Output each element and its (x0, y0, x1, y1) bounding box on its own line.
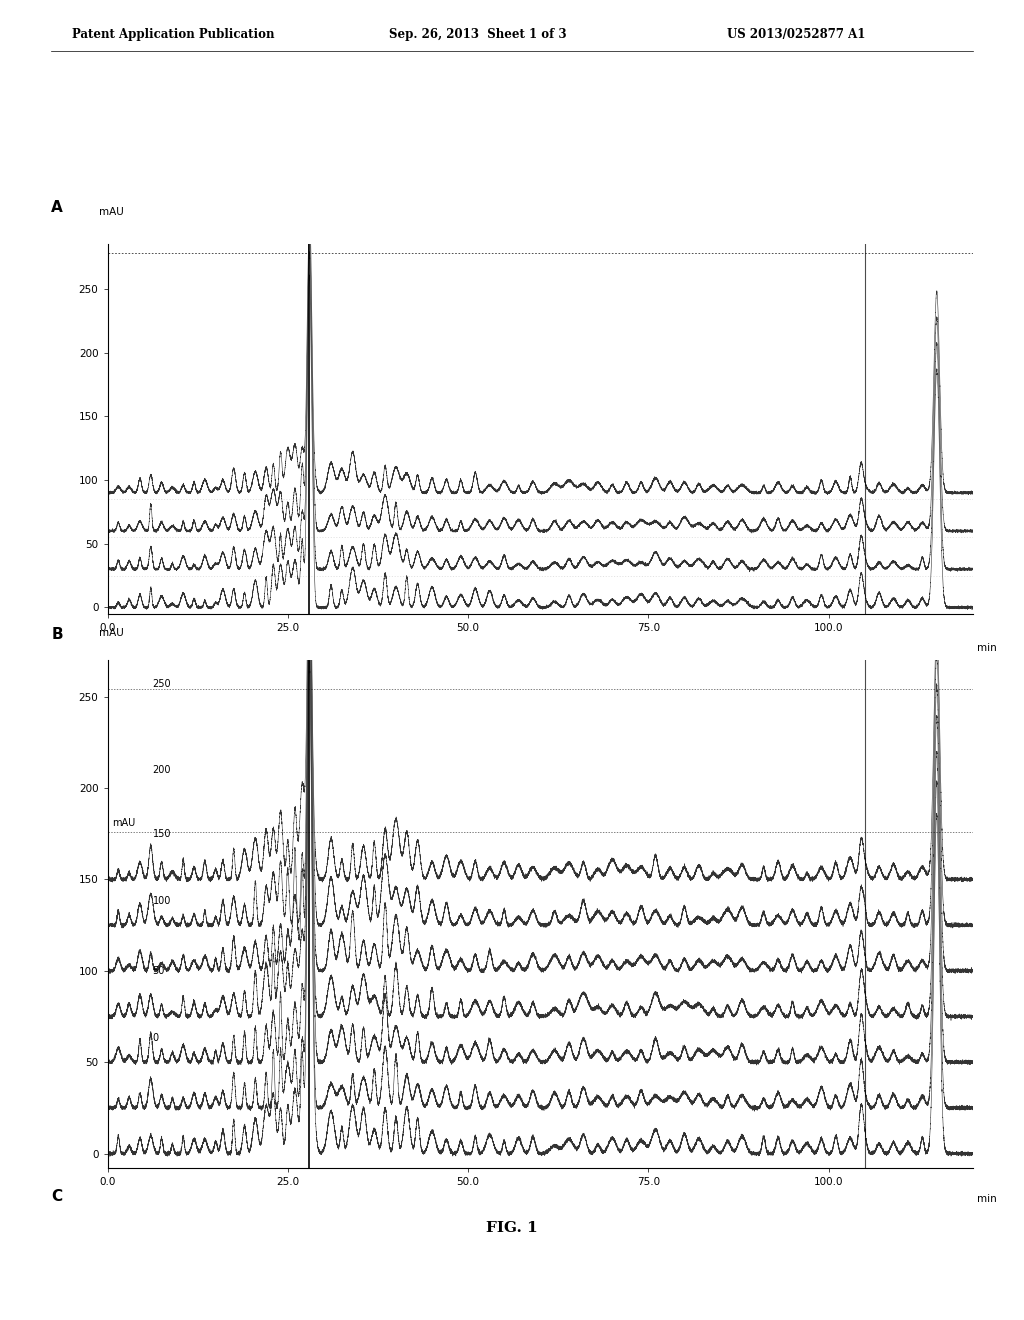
Text: 50: 50 (153, 966, 165, 975)
Text: mAU: mAU (99, 207, 124, 218)
Text: 200: 200 (153, 764, 171, 775)
Text: US 2013/0252877 A1: US 2013/0252877 A1 (727, 28, 865, 41)
Text: min: min (977, 643, 997, 653)
Text: Patent Application Publication: Patent Application Publication (72, 28, 274, 41)
Text: A: A (51, 199, 63, 215)
Text: 0: 0 (153, 1034, 159, 1043)
Text: 100: 100 (153, 896, 171, 907)
Text: mAU: mAU (112, 818, 135, 828)
Text: FIG. 1: FIG. 1 (486, 1221, 538, 1236)
Text: min: min (977, 1193, 997, 1204)
Text: mAU: mAU (99, 628, 124, 639)
Text: 150: 150 (153, 829, 171, 838)
Text: 250: 250 (153, 678, 171, 689)
Text: B: B (51, 627, 62, 642)
Text: C: C (51, 1188, 62, 1204)
Text: Sep. 26, 2013  Sheet 1 of 3: Sep. 26, 2013 Sheet 1 of 3 (389, 28, 566, 41)
